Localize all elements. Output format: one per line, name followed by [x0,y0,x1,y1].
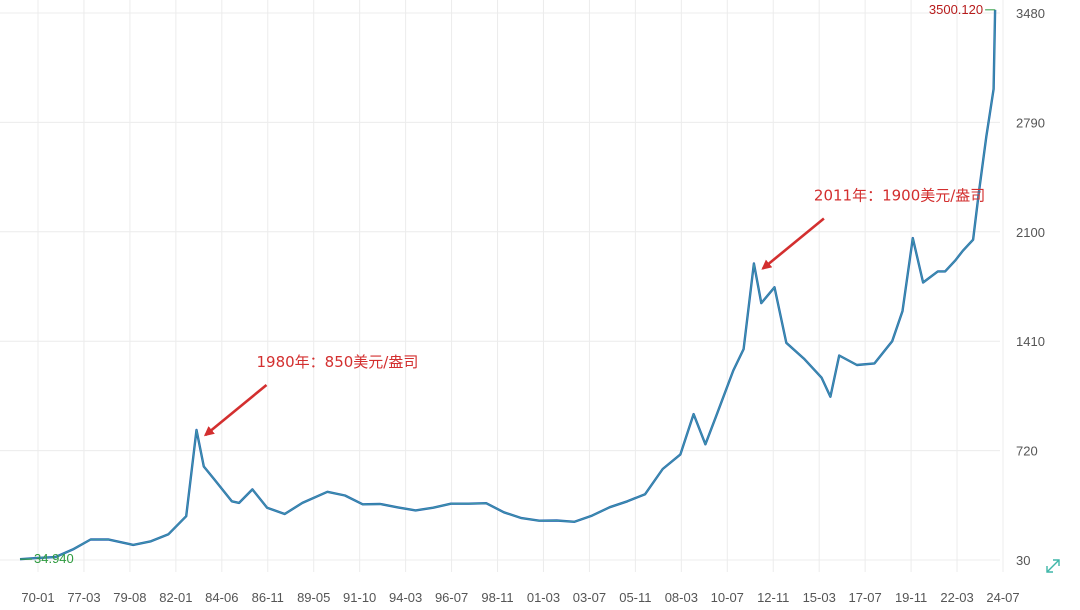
y-tick-label: 3480 [1016,6,1045,21]
annotation-label: 2011年：1900美元/盎司 [814,187,985,205]
end-price-label: 3500.120 [929,2,983,17]
x-tick-label: 24-07 [986,590,1019,605]
x-tick-label: 79-08 [113,590,146,605]
price-series-highlight [19,9,996,560]
annotation-label: 1980年：850美元/盎司 [256,353,418,371]
y-tick-label: 30 [1016,553,1030,568]
x-tick-label: 77-03 [67,590,100,605]
y-tick-label: 2790 [1016,115,1045,130]
x-tick-label: 94-03 [389,590,422,605]
x-tick-label: 91-10 [343,590,376,605]
x-tick-label: 05-11 [619,590,651,605]
y-axis-ticks: 30 720 1410 2100 2790 3480 [1016,6,1045,568]
x-tick-label: 03-07 [573,590,606,605]
x-tick-label: 84-06 [205,590,238,605]
x-tick-label: 96-07 [435,590,468,605]
price-markers: 34.940 3500.120 [20,2,996,566]
y-tick-label: 1410 [1016,334,1045,349]
grid [0,0,1004,572]
x-tick-label: 86-11 [252,590,284,605]
x-tick-label: 08-03 [665,590,698,605]
x-tick-label: 10-07 [711,590,744,605]
x-tick-label: 22-03 [940,590,973,605]
annotation-arrow [203,383,268,437]
x-tick-label: 15-03 [803,590,836,605]
annotations: 1980年：850美元/盎司 2011年：1900美元/盎司 [203,187,985,437]
x-tick-label: 17-07 [849,590,882,605]
series-group [19,9,997,561]
x-tick-label: 01-03 [527,590,560,605]
x-tick-label: 19-11 [895,590,927,605]
expand-icon[interactable] [1044,557,1062,575]
x-tick-label: 82-01 [159,590,192,605]
y-tick-label: 720 [1016,444,1038,459]
x-tick-label: 70-01 [21,590,54,605]
x-tick-label: 98-11 [481,590,513,605]
y-tick-label: 2100 [1016,225,1045,240]
start-price-label: 34.940 [34,551,74,566]
x-tick-label: 12-11 [757,590,789,605]
annotation-arrow [761,217,825,270]
x-axis-ticks: 70-01 77-03 79-08 82-01 84-06 86-11 89-05 91-10… [21,590,1019,605]
x-tick-label: 89-05 [297,590,330,605]
